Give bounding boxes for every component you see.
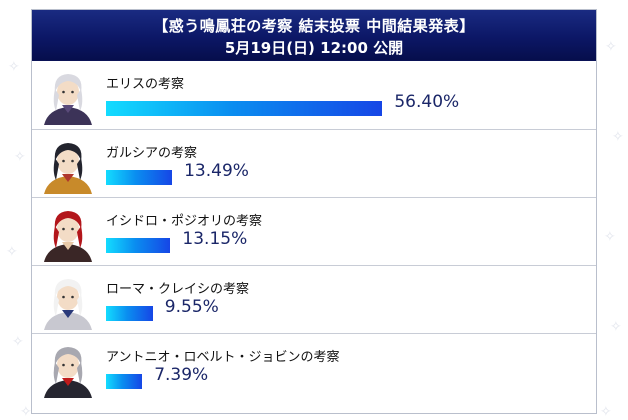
sparkle-decoration: ✧ — [6, 244, 18, 260]
publish-date: 5月19日(日) 12:00 公開 — [224, 39, 404, 57]
silver-haired-man-portrait-icon — [44, 347, 92, 398]
sparkle-decoration: ✧ — [20, 404, 32, 420]
vote-percentage: 13.49% — [184, 161, 249, 181]
sparkle-decoration: ✧ — [604, 229, 616, 245]
result-row: エリスの考察 56.40% — [32, 61, 596, 129]
candidate-name: アントニオ・ロベルト・ジョビンの考察 — [106, 350, 340, 365]
sparkle-decoration: ✧ — [610, 319, 622, 335]
vote-percentage: 13.15% — [182, 229, 248, 249]
vote-bar — [106, 306, 153, 321]
sparkle-decoration: ✧ — [14, 149, 26, 165]
vote-bar — [106, 238, 171, 253]
vote-percentage: 56.40% — [394, 92, 460, 112]
vote-bar — [106, 170, 173, 185]
vote-percentage: 7.39% — [154, 365, 209, 385]
result-row: アントニオ・ロベルト・ジョビンの考察 7.39% — [32, 333, 596, 401]
sparkle-decoration: ✧ — [8, 59, 20, 75]
sparkle-decoration: ✧ — [605, 39, 617, 55]
dark-haired-man-portrait-icon — [44, 143, 92, 194]
sparkle-decoration: ✧ — [612, 129, 624, 145]
candidate-name: イシドロ・ポジオリの考察 — [106, 214, 263, 229]
sparkle-decoration: ✧ — [12, 334, 24, 350]
sparkle-decoration: ✧ — [600, 404, 612, 420]
result-row: イシドロ・ポジオリの考察 13.15% — [32, 197, 596, 265]
white-haired-woman-portrait-icon — [44, 74, 92, 125]
candidate-name: ローマ・クレイシの考察 — [106, 282, 250, 297]
result-row: ローマ・クレイシの考察 9.55% — [32, 265, 596, 333]
vote-bar — [106, 374, 143, 389]
white-hat-man-portrait-icon — [44, 279, 92, 330]
results-panel: 【惑う鳴鳳荘の考察 結末投票 中間結果発表】 5月19日(日) 12:00 公開… — [31, 9, 597, 414]
red-haired-woman-portrait-icon — [44, 211, 92, 262]
page-title: 【惑う鳴鳳荘の考察 結末投票 中間結果発表】 — [153, 17, 475, 35]
vote-percentage: 9.55% — [164, 297, 219, 317]
result-row: ガルシアの考察 13.49% — [32, 129, 596, 197]
candidate-name: エリスの考察 — [106, 77, 185, 92]
results-header: 【惑う鳴鳳荘の考察 結末投票 中間結果発表】 5月19日(日) 12:00 公開 — [32, 10, 596, 61]
candidate-name: ガルシアの考察 — [106, 146, 198, 161]
vote-bar — [106, 101, 383, 116]
